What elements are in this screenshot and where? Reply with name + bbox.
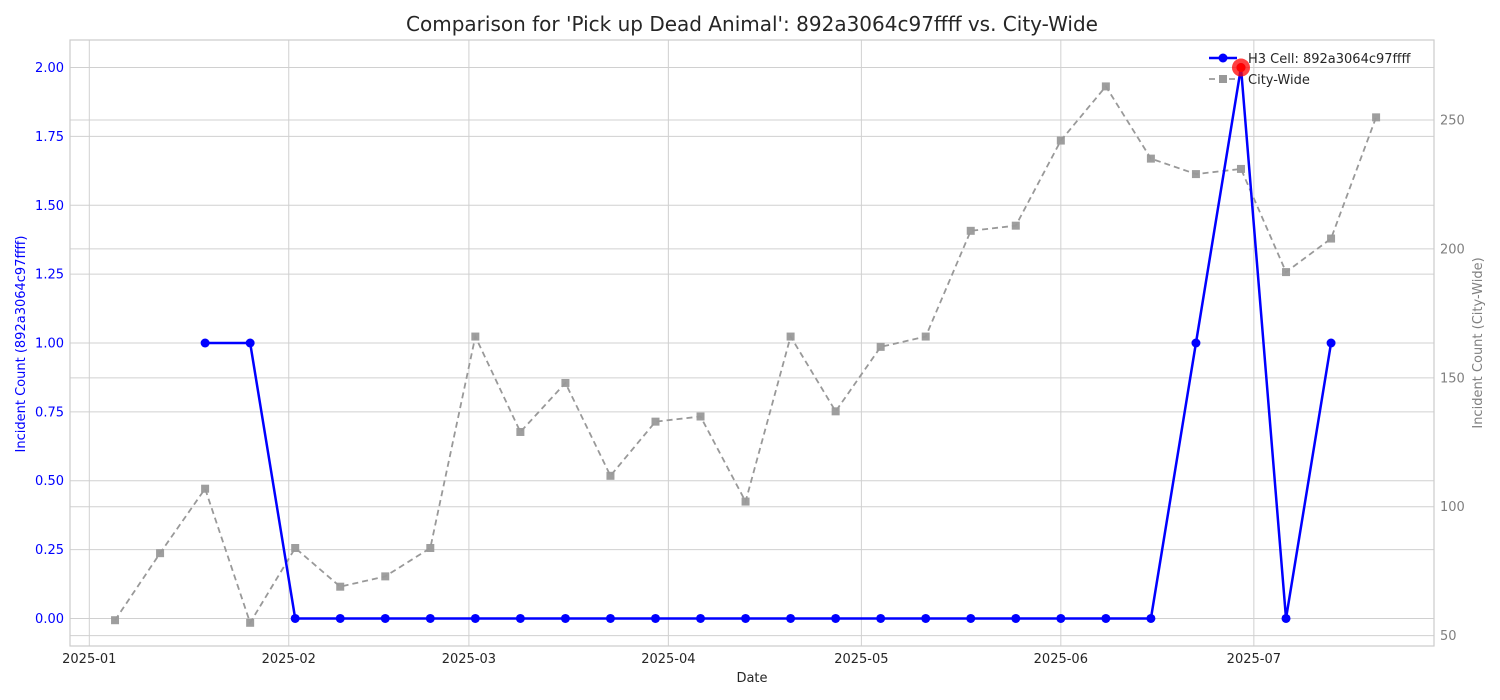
city-wide-point [1372,113,1381,122]
left-y-tick-label: 1.75 [35,130,64,145]
peak-highlight-core [1236,63,1246,73]
h3-cell-point [1326,338,1336,348]
h3-cell-point [966,613,976,623]
h3-cell-point [921,613,931,623]
legend: H3 Cell: 892a3064c97ffff City-Wide [1209,52,1411,88]
h3-cell-point [425,613,435,623]
h3-cell-point [876,613,886,623]
h3-cell-point [1101,613,1111,623]
city-wide-point [1101,82,1110,91]
x-tick-label: 2025-02 [262,652,316,667]
city-wide-point [336,582,345,591]
city-wide-point [741,497,750,506]
x-tick-label: 2025-05 [834,652,888,667]
left-y-tick-label: 0.75 [35,405,64,420]
legend-city-label: City-Wide [1248,73,1310,88]
right-y-tick-label: 250 [1440,113,1465,128]
right-y-tick-label: 150 [1440,371,1465,386]
city-wide-point [876,342,885,351]
city-wide-point [651,417,660,426]
city-wide-point [471,332,480,341]
right-y-axis-label: Incident Count (City-Wide) [1471,257,1486,428]
h3-cell-point [515,613,525,623]
city-wide-point [831,407,840,416]
right-y-tick-label: 50 [1440,629,1457,644]
left-y-tick-label: 0.00 [35,612,64,627]
city-wide-point [156,549,165,558]
h3-cell-point [831,613,841,623]
h3-cell-point [741,613,751,623]
h3-cell-point [560,613,570,623]
city-wide-point [561,378,570,387]
city-wide-point [426,544,435,553]
h3-cell-line [205,67,1333,620]
h3-cell-point [470,613,480,623]
city-wide-point [1236,164,1245,173]
chart-title: Comparison for 'Pick up Dead Animal': 89… [406,12,1098,36]
h3-cell-point [245,338,255,348]
right-y-tick-label: 100 [1440,500,1465,515]
city-wide-point [1282,268,1291,277]
x-tick-label: 2025-06 [1034,652,1088,667]
legend-cell-marker [1218,53,1228,63]
h3-cell-point [200,338,210,348]
x-tick-label: 2025-01 [62,652,116,667]
city-wide-point [921,332,930,341]
left-y-tick-label: 1.50 [35,199,64,214]
left-y-tick-label: 1.25 [35,268,64,283]
h3-cell-point [1281,613,1291,623]
plot-frame [69,39,1435,647]
city-wide-point [1011,221,1020,230]
x-axis-label: Date [736,671,767,686]
x-tick-label: 2025-07 [1227,652,1281,667]
city-wide-point [1327,234,1336,243]
left-y-tick-label: 1.00 [35,337,64,352]
h3-cell-point [696,613,706,623]
left-y-tick-label: 2.00 [35,61,64,76]
left-y-tick-label: 0.25 [35,543,64,558]
city-wide-point [291,544,300,553]
city-wide-point [201,484,210,493]
legend-city-marker [1219,75,1227,83]
city-wide-point [606,471,615,480]
x-tick-label: 2025-03 [442,652,496,667]
h3-cell-point [1146,613,1156,623]
series-layer [111,58,1381,627]
h3-cell-point [1011,613,1021,623]
h3-cell-point [290,613,300,623]
city-wide-point [786,332,795,341]
city-wide-point [1056,136,1065,145]
h3-cell-point [786,613,796,623]
h3-cell-point [605,613,615,623]
h3-cell-point [1056,613,1066,623]
h3-cell-point [650,613,660,623]
city-wide-point [1191,170,1200,179]
x-tick-label: 2025-04 [641,652,695,667]
city-wide-point [111,616,120,625]
h3-cell-point [380,613,390,623]
legend-cell-label: H3 Cell: 892a3064c97ffff [1248,52,1411,67]
left-y-axis-label: Incident Count (892a3064c97ffff) [14,236,29,453]
city-wide-point [381,572,390,581]
h3-cell-point [335,613,345,623]
city-wide-point [1146,154,1155,163]
axes-layer: 2025-01 2025-02 2025-03 2025-04 2025-05 2025-… [35,39,1465,667]
right-y-tick-label: 200 [1440,242,1465,257]
city-wide-point [966,226,975,235]
left-y-tick-label: 0.50 [35,474,64,489]
h3-cell-point [1191,338,1201,348]
city-wide-point [516,427,525,436]
city-wide-point [246,618,255,627]
city-wide-point [696,412,705,421]
